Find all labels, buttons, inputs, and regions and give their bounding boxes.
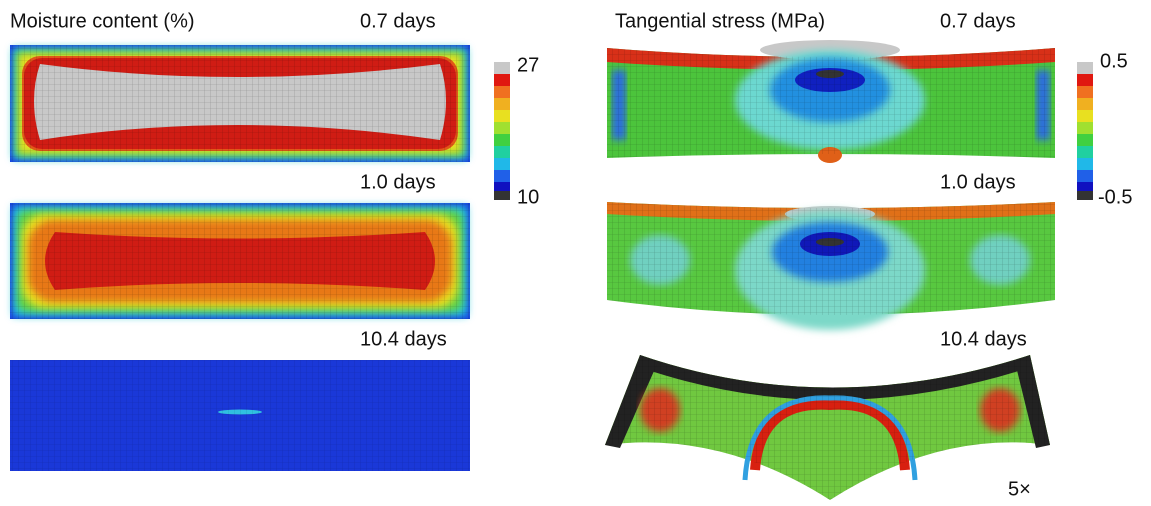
- contour-plot: [10, 203, 470, 319]
- contour-plot: [605, 355, 1050, 500]
- figure: Moisture content (%) 0.7 days 1.0 days 1…: [0, 0, 1151, 506]
- contour-plot: [10, 45, 470, 162]
- colorbar-min: -0.5: [1098, 186, 1132, 208]
- time-label: 1.0 days: [940, 171, 1016, 193]
- contour-plot: [607, 40, 1055, 163]
- contour-plot: [10, 360, 470, 471]
- colorbar: [494, 62, 510, 200]
- panel-title: Tangential stress (MPa): [615, 10, 825, 32]
- time-label: 1.0 days: [360, 171, 436, 193]
- colorbar-max: 0.5: [1100, 50, 1128, 72]
- panel-title: Moisture content (%): [10, 10, 195, 32]
- time-label: 0.7 days: [360, 10, 436, 32]
- scale-label: 5×: [1008, 478, 1031, 500]
- time-label: 10.4 days: [360, 328, 447, 350]
- colorbar-max: 27: [517, 54, 539, 76]
- time-label: 10.4 days: [940, 328, 1027, 350]
- time-label: 0.7 days: [940, 10, 1016, 32]
- colorbar: [1077, 62, 1093, 200]
- contour-plot: [607, 202, 1055, 330]
- colorbar-min: 10: [517, 186, 539, 208]
